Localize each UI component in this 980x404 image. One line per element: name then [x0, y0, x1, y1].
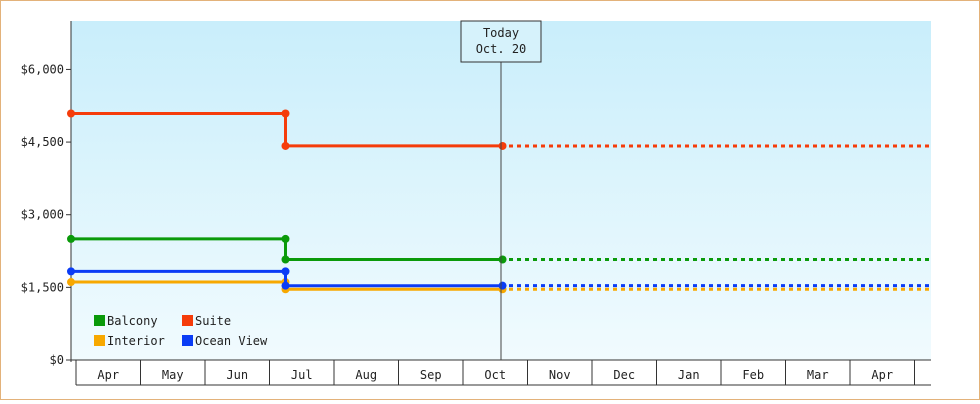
x-tick-label: Oct	[484, 368, 506, 382]
x-tick-label: Feb	[742, 368, 764, 382]
y-tick-label: $3,000	[21, 208, 64, 222]
legend-label: Interior	[107, 334, 165, 348]
series-line	[71, 112, 503, 148]
y-tick-label: $4,500	[21, 135, 64, 149]
today-label: Oct. 20	[476, 42, 527, 56]
x-tick-label: Apr	[871, 368, 893, 382]
today-box	[460, 20, 542, 63]
series-group	[67, 109, 931, 294]
x-tick-label: May	[162, 368, 184, 382]
data-point	[67, 234, 75, 243]
x-axis: Apr May Jun Jul Aug Sep Oct Nov Dec Jan Feb Mar Apr	[71, 359, 931, 386]
legend-swatch	[94, 335, 105, 346]
y-tick-label: $6,000	[21, 62, 64, 76]
legend-swatch	[182, 315, 193, 326]
legend-label: Suite	[195, 314, 231, 328]
x-tick-label: Apr	[97, 368, 119, 382]
data-point	[281, 281, 290, 290]
x-tick-label: Jan	[678, 368, 700, 382]
y-axis: $0 $1,500 $3,000 $4,500 $6,000	[21, 21, 72, 367]
x-tick-label: Jun	[226, 368, 248, 382]
data-point	[67, 109, 75, 118]
x-tick-label: Aug	[355, 368, 377, 382]
x-tick-label: Mar	[807, 368, 829, 382]
legend-label: Balcony	[107, 314, 158, 328]
data-point	[281, 141, 290, 150]
series-line	[71, 269, 503, 288]
today-label: Today	[483, 26, 519, 40]
data-point	[281, 267, 290, 276]
x-tick-label: Jul	[291, 368, 313, 382]
data-point	[281, 109, 290, 118]
legend-swatch	[94, 315, 105, 326]
legend-label: Ocean View	[195, 334, 268, 348]
legend: Balcony Suite Interior Ocean View	[94, 314, 268, 348]
y-tick-label: $0	[50, 353, 64, 367]
data-point	[281, 255, 290, 264]
x-tick-label: Dec	[613, 368, 635, 382]
x-tick-label: Nov	[549, 368, 571, 382]
x-tick-label: Sep	[420, 368, 442, 382]
series-line	[71, 237, 503, 261]
data-point	[67, 278, 75, 287]
data-point	[67, 267, 75, 276]
y-tick-label: $1,500	[21, 280, 64, 294]
today-marker: Today Oct. 20	[460, 20, 542, 360]
data-point	[281, 234, 290, 243]
legend-swatch	[182, 335, 193, 346]
